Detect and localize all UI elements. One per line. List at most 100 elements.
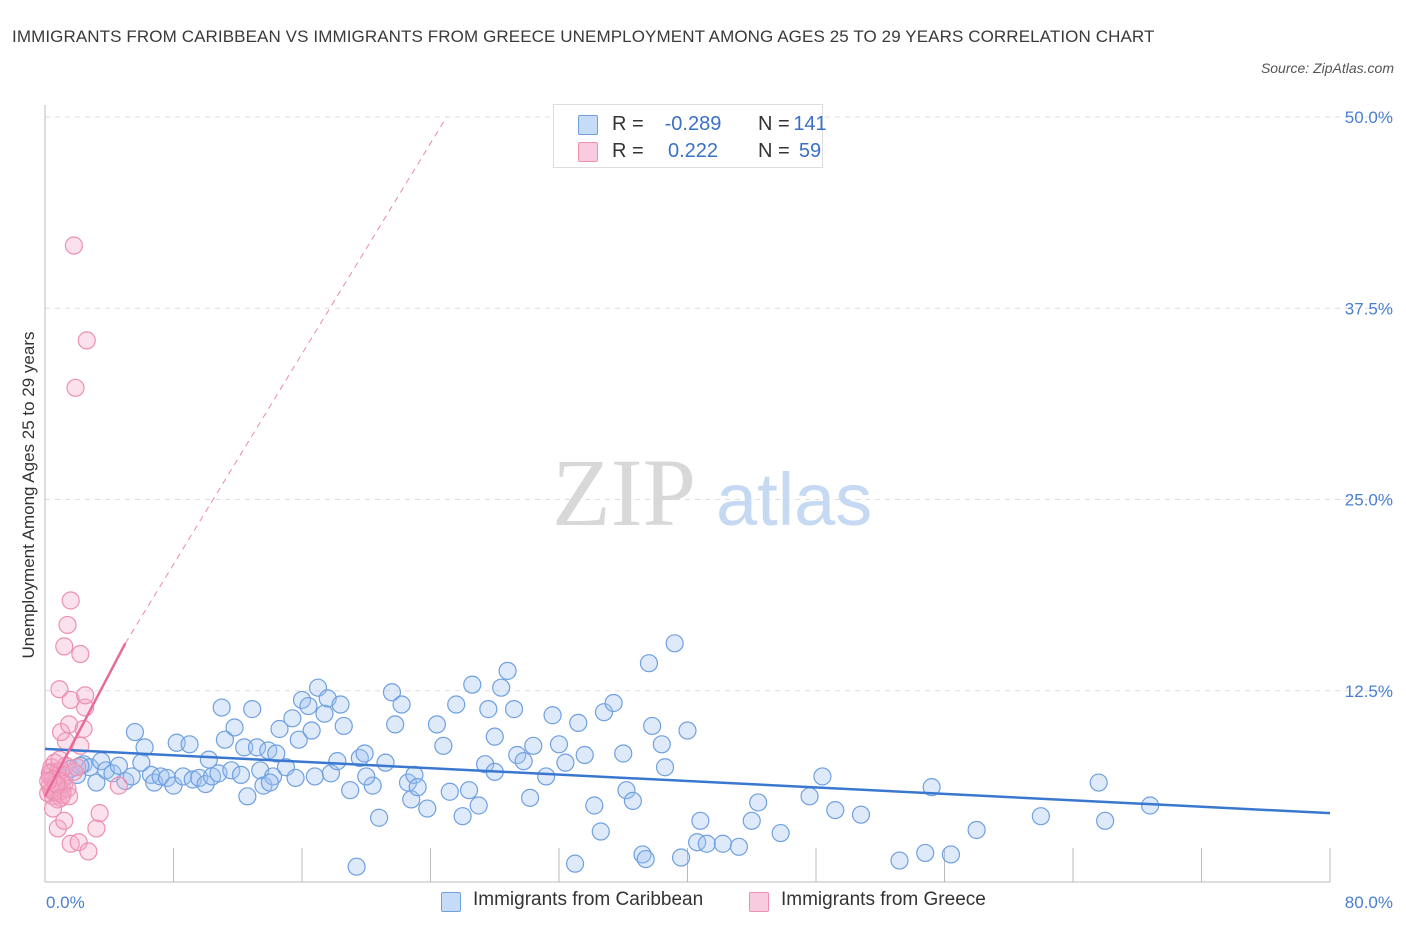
caribbean-point — [440, 782, 459, 801]
caribbean-point — [565, 854, 585, 873]
x-tick-label-max: 80.0% — [1345, 893, 1393, 912]
caribbean-point — [479, 700, 498, 719]
bottom-legend-swatch-caribbean — [441, 892, 461, 912]
caribbean-point — [1089, 773, 1108, 792]
caribbean-point — [520, 788, 540, 807]
caribbean-point — [334, 716, 353, 736]
caribbean-point — [671, 848, 691, 867]
caribbean-point — [243, 700, 262, 719]
caribbean-point — [370, 808, 389, 827]
legend-n-value-greece: 59 — [798, 140, 822, 162]
caribbean-point — [305, 767, 324, 786]
bottom-legend-label-caribbean: Immigrants from Caribbean — [473, 889, 704, 910]
greece-point — [79, 842, 98, 861]
caribbean-point — [617, 781, 636, 800]
caribbean-point — [453, 807, 472, 826]
caribbean-point — [614, 744, 633, 763]
caribbean-point — [235, 738, 254, 757]
greece-point — [50, 680, 69, 699]
legend-n-label: N = — [758, 140, 790, 162]
legend-r-value-greece: 0.222 — [667, 140, 719, 162]
caribbean-point — [967, 820, 986, 840]
caribbean-point — [476, 755, 495, 774]
series-caribbean-points — [48, 634, 1160, 876]
caribbean-point — [116, 771, 135, 791]
caribbean-point — [386, 715, 405, 734]
x-tick-label-min: 0.0% — [46, 893, 85, 912]
legend-swatch-greece — [578, 142, 598, 162]
caribbean-point — [604, 693, 623, 713]
caribbean-point — [302, 721, 321, 740]
legend-r-label: R = — [612, 140, 644, 162]
greece-point — [58, 779, 77, 798]
caribbean-point — [132, 753, 151, 772]
caribbean-point — [418, 799, 437, 818]
y-tick-label: 25.0% — [1345, 491, 1393, 510]
correlation-legend: R = -0.289 N = 141 R = 0.222 N = 59 — [553, 104, 827, 168]
greece-point — [90, 804, 109, 823]
source-credit: Source: ZipAtlas.com — [1260, 60, 1394, 76]
caribbean-point — [643, 716, 662, 736]
caribbean-point — [341, 781, 360, 800]
caribbean-point — [212, 698, 231, 717]
greece-point — [55, 637, 74, 656]
caribbean-point — [164, 776, 183, 795]
trend-line-caribbean — [44, 747, 1331, 815]
caribbean-point — [813, 767, 832, 786]
caribbean-point — [122, 767, 141, 786]
chart-title: IMMIGRANTS FROM CARIBBEAN VS IMMIGRANTS … — [12, 27, 1155, 46]
trend-line-greece-extension — [124, 116, 447, 644]
caribbean-point — [328, 752, 347, 771]
caribbean-point — [447, 695, 466, 714]
caribbean-point — [697, 834, 716, 853]
caribbean-point — [851, 805, 871, 824]
caribbean-point — [238, 787, 257, 806]
greece-point — [64, 236, 84, 255]
caribbean-point — [524, 736, 543, 755]
caribbean-point — [749, 793, 768, 812]
caribbean-point — [225, 718, 244, 737]
caribbean-point — [392, 695, 411, 714]
caribbean-point — [286, 768, 305, 788]
caribbean-point — [713, 834, 732, 853]
caribbean-point — [270, 719, 289, 739]
caribbean-point — [427, 715, 447, 734]
caribbean-point — [504, 700, 524, 719]
greece-point — [76, 686, 95, 705]
caribbean-point — [247, 738, 267, 757]
greece-point — [61, 591, 80, 610]
greece-point — [61, 690, 80, 710]
caribbean-point — [87, 773, 106, 792]
caribbean-point — [355, 744, 374, 763]
greece-point — [87, 819, 106, 838]
bottom-legend-label-greece: Immigrants from Greece — [781, 889, 986, 910]
caribbean-point — [151, 767, 170, 786]
caribbean-point — [135, 738, 154, 757]
legend-n-value-caribbean: 141 — [793, 113, 827, 135]
caribbean-point — [556, 753, 575, 772]
caribbean-point — [916, 843, 935, 863]
watermark: ZIP atlas — [552, 439, 872, 546]
caribbean-point — [549, 735, 569, 754]
greece-point — [58, 615, 77, 635]
caribbean-point — [283, 709, 302, 728]
y-tick-label: 37.5% — [1345, 299, 1393, 318]
caribbean-point — [771, 823, 790, 843]
caribbean-point — [492, 678, 511, 697]
greece-point — [43, 799, 63, 818]
caribbean-point — [639, 654, 659, 673]
caribbean-point — [315, 704, 334, 723]
y-tick-labels: 12.5% 25.0% 37.5% 50.0% — [1345, 108, 1393, 701]
caribbean-point — [180, 735, 199, 754]
caribbean-point — [222, 761, 241, 780]
watermark-zip: ZIP — [552, 439, 696, 546]
caribbean-point — [922, 778, 941, 797]
caribbean-point — [569, 713, 588, 732]
trend-lines — [43, 116, 1331, 815]
y-axis-title: Unemployment Among Ages 25 to 29 years — [19, 332, 38, 659]
caribbean-point — [498, 661, 517, 680]
caribbean-point — [543, 706, 562, 725]
caribbean-point — [109, 756, 128, 775]
greece-point — [66, 378, 85, 397]
